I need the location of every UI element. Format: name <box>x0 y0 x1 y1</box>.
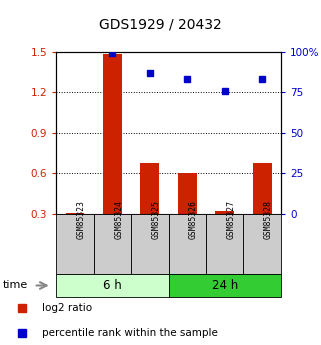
Text: 6 h: 6 h <box>103 279 122 292</box>
Bar <box>253 162 272 214</box>
Bar <box>56 214 94 274</box>
Text: GSM85326: GSM85326 <box>189 200 198 239</box>
Bar <box>206 214 243 274</box>
Text: GSM85328: GSM85328 <box>264 200 273 239</box>
Text: GDS1929 / 20432: GDS1929 / 20432 <box>99 17 222 31</box>
Text: percentile rank within the sample: percentile rank within the sample <box>42 328 218 337</box>
Bar <box>215 211 234 214</box>
Bar <box>65 213 84 214</box>
Bar <box>131 214 169 274</box>
Bar <box>103 55 122 214</box>
Bar <box>243 214 281 274</box>
Bar <box>94 214 131 274</box>
Text: GSM85324: GSM85324 <box>114 200 123 239</box>
Bar <box>169 214 206 274</box>
Text: time: time <box>3 280 29 290</box>
Text: GSM85327: GSM85327 <box>227 200 236 239</box>
Text: GSM85323: GSM85323 <box>77 200 86 239</box>
Bar <box>169 274 281 297</box>
Text: log2 ratio: log2 ratio <box>42 303 92 313</box>
Bar <box>56 274 169 297</box>
Bar <box>141 162 159 214</box>
Text: GSM85325: GSM85325 <box>152 200 161 239</box>
Text: 24 h: 24 h <box>212 279 238 292</box>
Bar <box>178 173 196 214</box>
